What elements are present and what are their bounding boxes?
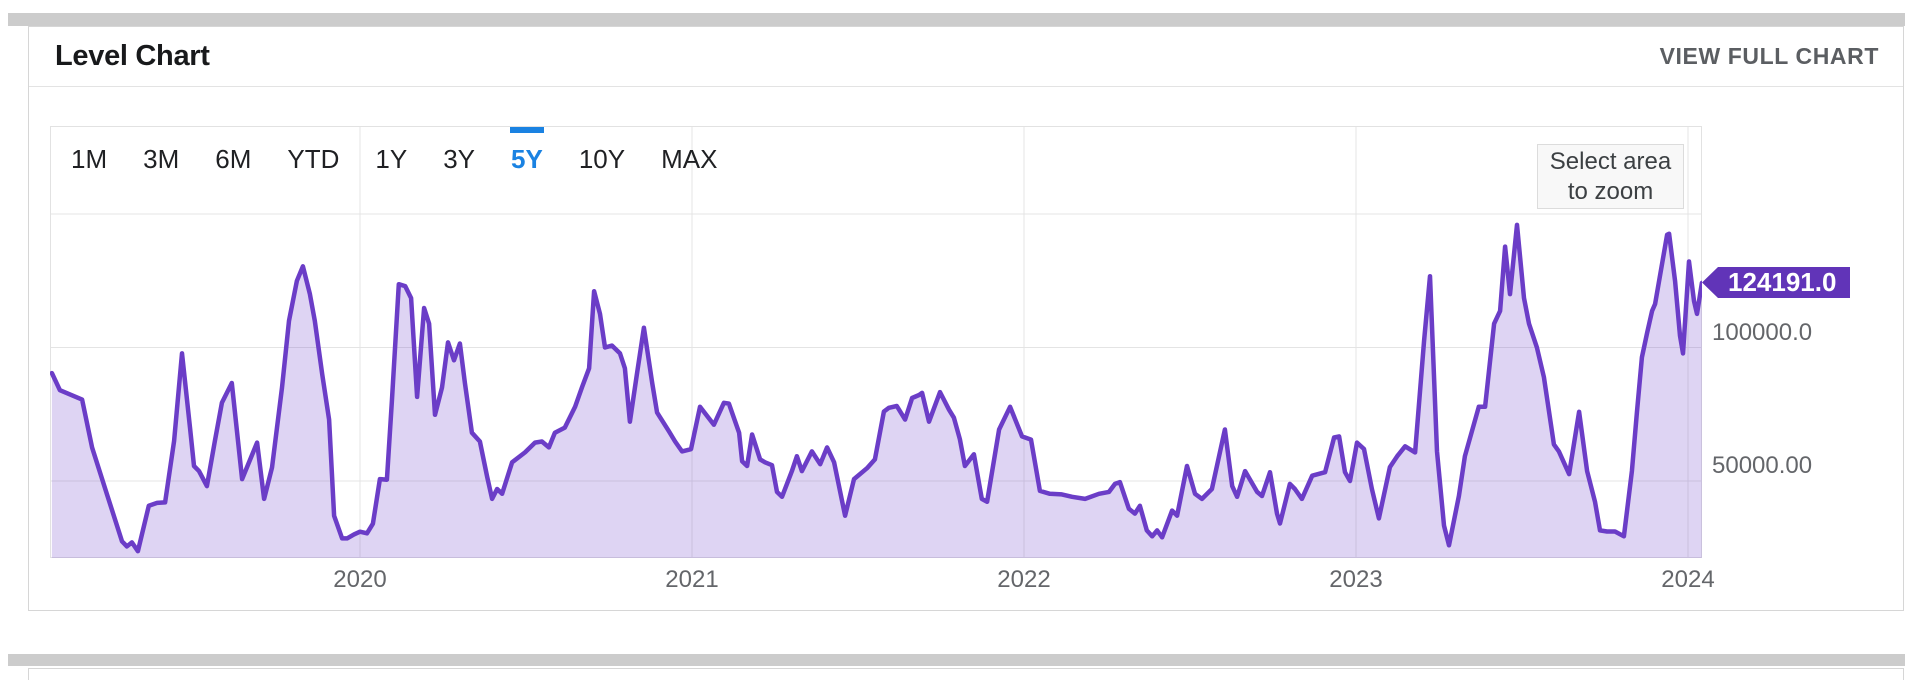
- view-full-chart-link[interactable]: VIEW FULL CHART: [1659, 43, 1879, 69]
- x-axis-label-2020: 2020: [333, 566, 387, 593]
- plot-border: [50, 126, 1702, 558]
- range-option-6m[interactable]: 6M: [215, 144, 252, 174]
- y-axis-label: 100000.0: [1712, 318, 1813, 346]
- page-title: Level Chart: [55, 40, 210, 72]
- level-area-chart[interactable]: [50, 126, 1702, 558]
- range-option-1m[interactable]: 1M: [71, 144, 108, 174]
- range-option-ytd[interactable]: YTD: [287, 144, 340, 174]
- last-value-badge: 124191.0: [1702, 267, 1851, 298]
- zoom-hint-line1: Select area: [1549, 148, 1672, 175]
- range-option-10y[interactable]: 10Y: [578, 144, 626, 174]
- select-area-to-zoom-hint: Select area to zoom: [1537, 144, 1684, 209]
- x-axis-label-2021: 2021: [665, 566, 719, 593]
- range-option-3y[interactable]: 3Y: [443, 144, 475, 174]
- y-axis-label: 50000.00: [1712, 452, 1813, 479]
- bottom-divider-bar: [8, 654, 1905, 666]
- top-divider-bar: [8, 13, 1905, 26]
- range-option-max[interactable]: MAX: [661, 144, 718, 174]
- range-option-5y[interactable]: 5Y: [510, 127, 544, 172]
- x-axis-label-2023: 2023: [1329, 566, 1383, 593]
- zoom-hint-line2: to zoom: [1567, 178, 1654, 205]
- area-fill: [51, 224, 1702, 558]
- range-selector: 1M 3M 6M YTD 1Y 3Y 5Y 10Y MAX: [50, 127, 717, 172]
- x-axis-label-2024: 2024: [1661, 566, 1715, 593]
- series-line: [50, 222, 1702, 554]
- x-axis-label-2022: 2022: [997, 566, 1051, 593]
- range-option-3m[interactable]: 3M: [143, 144, 180, 174]
- range-option-1y[interactable]: 1Y: [375, 144, 408, 174]
- level-chart-card: Level Chart VIEW FULL CHART: [28, 26, 1904, 611]
- next-card-stub: [28, 668, 1904, 680]
- card-header: Level Chart VIEW FULL CHART: [29, 27, 1903, 87]
